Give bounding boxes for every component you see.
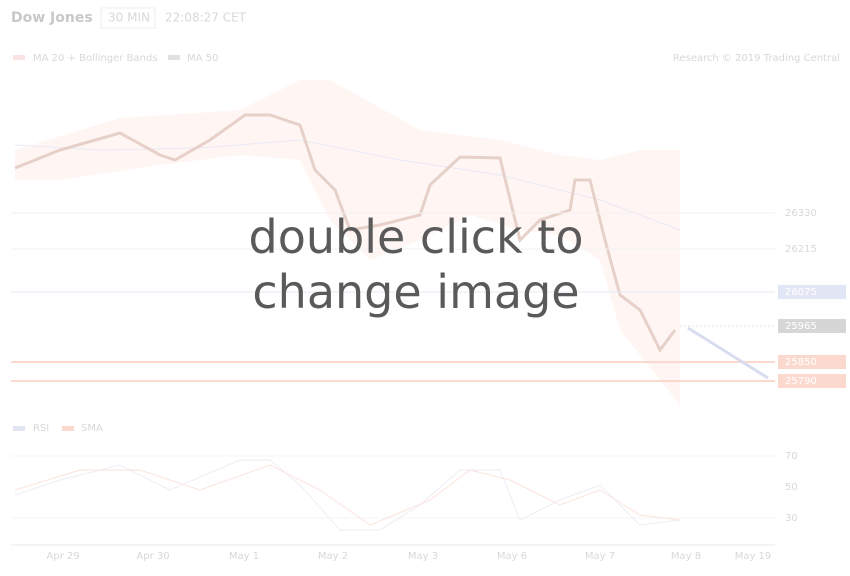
price-level: 25965 <box>785 321 817 332</box>
legend-swatch <box>13 426 25 431</box>
interval: 30 MIN <box>108 11 150 25</box>
bollinger-band <box>15 80 680 405</box>
time: 22:08:27 CET <box>165 11 247 25</box>
legend-label: MA 50 <box>187 53 218 64</box>
legend-swatch <box>62 426 74 431</box>
x-label: May 3 <box>408 551 438 562</box>
sma-line <box>14 464 681 526</box>
price-level: 26215 <box>785 244 817 255</box>
legend-swatch <box>13 55 25 60</box>
price-level: 25790 <box>785 376 817 387</box>
x-label: May 6 <box>497 551 527 562</box>
level-tag <box>778 374 846 388</box>
rsi-tick: 70 <box>785 451 798 462</box>
price-level: 26075 <box>785 287 817 298</box>
x-label: May 8 <box>671 551 701 562</box>
price-level: 26330 <box>785 208 817 219</box>
legend-label: SMA <box>81 423 103 434</box>
rsi-tick: 50 <box>785 482 798 493</box>
level-tag <box>778 355 846 369</box>
price-candles <box>14 113 677 353</box>
level-tag <box>778 319 846 333</box>
x-label: May 2 <box>318 551 348 562</box>
ma50 <box>14 139 681 231</box>
price-level: 25850 <box>785 357 817 368</box>
x-label: May 19 <box>735 551 772 562</box>
title: Dow Jones <box>11 10 93 26</box>
rsi-line <box>14 459 681 531</box>
legend-swatch <box>168 55 180 60</box>
interval-box <box>100 7 156 29</box>
credit: Research © 2019 Trading Central <box>673 53 840 64</box>
x-label: May 7 <box>585 551 615 562</box>
rsi-tick: 30 <box>785 513 798 524</box>
x-label: May 1 <box>229 551 259 562</box>
level-tag <box>778 285 846 299</box>
x-label: Apr 30 <box>136 551 169 562</box>
overlay-text: double click to change image <box>248 210 584 319</box>
x-label: Apr 29 <box>46 551 79 562</box>
arrow <box>687 326 769 380</box>
legend-label: MA 20 + Bollinger Bands <box>33 53 157 64</box>
legend-label: RSI <box>33 423 49 434</box>
